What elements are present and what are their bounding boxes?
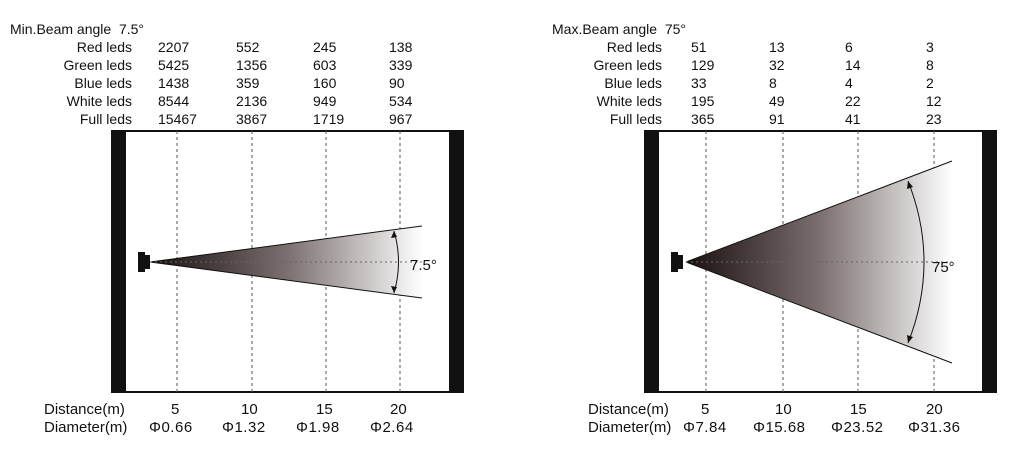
cell: 2136 xyxy=(236,93,268,109)
row-label-blue: Blue leds xyxy=(74,75,132,91)
cell: 949 xyxy=(313,93,337,109)
angle-label: 75° xyxy=(932,259,955,276)
cell: 22 xyxy=(845,93,861,109)
arc-arrow-top xyxy=(907,181,913,189)
cell: 534 xyxy=(389,93,413,109)
right-wall xyxy=(449,131,463,392)
row-label-full: Full leds xyxy=(609,111,662,127)
angle-label: 7.5° xyxy=(410,257,437,274)
diameter-label: Diameter(m) xyxy=(44,419,128,436)
row-label-green: Green leds xyxy=(593,57,662,73)
left-wall xyxy=(112,131,126,392)
diameter-value: Φ1.98 xyxy=(296,419,340,436)
cell: 51 xyxy=(691,39,707,55)
row-label-blue: Blue leds xyxy=(604,75,662,91)
cell: 3 xyxy=(926,39,934,55)
diameter-value: Φ2.64 xyxy=(370,419,414,436)
diameter-value: Φ1.32 xyxy=(222,419,266,436)
cell: 33 xyxy=(691,75,707,91)
cell: 6 xyxy=(845,39,853,55)
cell: 14 xyxy=(845,57,861,73)
cell: 23 xyxy=(926,111,942,127)
cell: 49 xyxy=(769,93,785,109)
cell: 8 xyxy=(926,57,934,73)
cell: 245 xyxy=(313,39,337,55)
fixture-icon xyxy=(138,252,145,272)
diameter-value: Φ31.36 xyxy=(908,419,961,436)
row-label-red: Red leds xyxy=(606,39,662,55)
distance-value: 20 xyxy=(926,401,943,418)
cell: 90 xyxy=(389,75,405,91)
arc-arrow-top xyxy=(391,231,397,238)
diameter-value: Φ23.52 xyxy=(831,419,884,436)
right-wall xyxy=(982,131,996,392)
beam-edge-top xyxy=(149,225,423,263)
cell: 4 xyxy=(845,75,853,91)
diameter-value: Φ7.84 xyxy=(683,419,727,436)
min-beam-panel: Min.Beam angle 7.5° Red leds 2207 552 24… xyxy=(0,0,480,453)
fixture-lens-icon xyxy=(677,255,683,269)
distance-value: 10 xyxy=(241,401,258,418)
cell: 365 xyxy=(691,111,715,127)
left-wall xyxy=(645,131,659,392)
cell: 41 xyxy=(845,111,861,127)
arc-arrow-bottom xyxy=(907,335,913,343)
cell: 2 xyxy=(926,75,934,91)
cell: 2207 xyxy=(158,39,190,55)
beam-diagram xyxy=(644,130,997,393)
distance-value: 20 xyxy=(390,401,407,418)
distance-value: 15 xyxy=(850,401,867,418)
distance-value: 5 xyxy=(701,401,710,418)
cell: 12 xyxy=(926,93,942,109)
cell: 160 xyxy=(313,75,337,91)
cell: 339 xyxy=(389,57,413,73)
cell: 15467 xyxy=(158,111,197,127)
row-label-white: White leds xyxy=(596,93,662,109)
arc-arrow-bottom xyxy=(391,286,397,293)
distance-value: 10 xyxy=(775,401,792,418)
beam-angle-title: Max.Beam angle 75° xyxy=(552,21,687,37)
beam-edge-bottom xyxy=(685,261,953,364)
cell: 359 xyxy=(236,75,260,91)
cell: 603 xyxy=(313,57,337,73)
cell: 8544 xyxy=(158,93,190,109)
cell: 8 xyxy=(769,75,777,91)
cell: 1438 xyxy=(158,75,190,91)
cell: 138 xyxy=(389,39,413,55)
cell: 1719 xyxy=(313,111,345,127)
cell: 5425 xyxy=(158,57,190,73)
row-label-full: Full leds xyxy=(79,111,132,127)
distance-label: Distance(m) xyxy=(44,401,125,418)
cell: 129 xyxy=(691,57,715,73)
fixture-icon xyxy=(671,252,678,272)
cell: 1356 xyxy=(236,57,268,73)
distance-value: 5 xyxy=(171,401,180,418)
cell: 195 xyxy=(691,93,715,109)
cell: 3867 xyxy=(236,111,268,127)
cell: 13 xyxy=(769,39,785,55)
beam-angle-title: Min.Beam angle 7.5° xyxy=(10,21,145,37)
row-label-green: Green leds xyxy=(63,57,132,73)
beam-diagram xyxy=(111,130,464,393)
beam-edge-top xyxy=(685,160,953,263)
diameter-value: Φ15.68 xyxy=(753,419,806,436)
angle-arc xyxy=(907,180,925,344)
row-label-white: White leds xyxy=(66,93,132,109)
fixture-lens-icon xyxy=(144,255,150,269)
diameter-value: Φ0.66 xyxy=(149,419,193,436)
beam-edge-bottom xyxy=(149,261,423,299)
cell: 967 xyxy=(389,111,413,127)
distance-value: 15 xyxy=(316,401,333,418)
max-beam-panel: Max.Beam angle 75° Red leds 51 13 6 3 Gr… xyxy=(540,0,1015,453)
cell: 91 xyxy=(769,111,785,127)
diameter-label: Diameter(m) xyxy=(588,419,672,436)
row-label-red: Red leds xyxy=(76,39,132,55)
cell: 32 xyxy=(769,57,785,73)
distance-label: Distance(m) xyxy=(588,401,669,418)
light-cone xyxy=(686,161,952,363)
cell: 552 xyxy=(236,39,260,55)
